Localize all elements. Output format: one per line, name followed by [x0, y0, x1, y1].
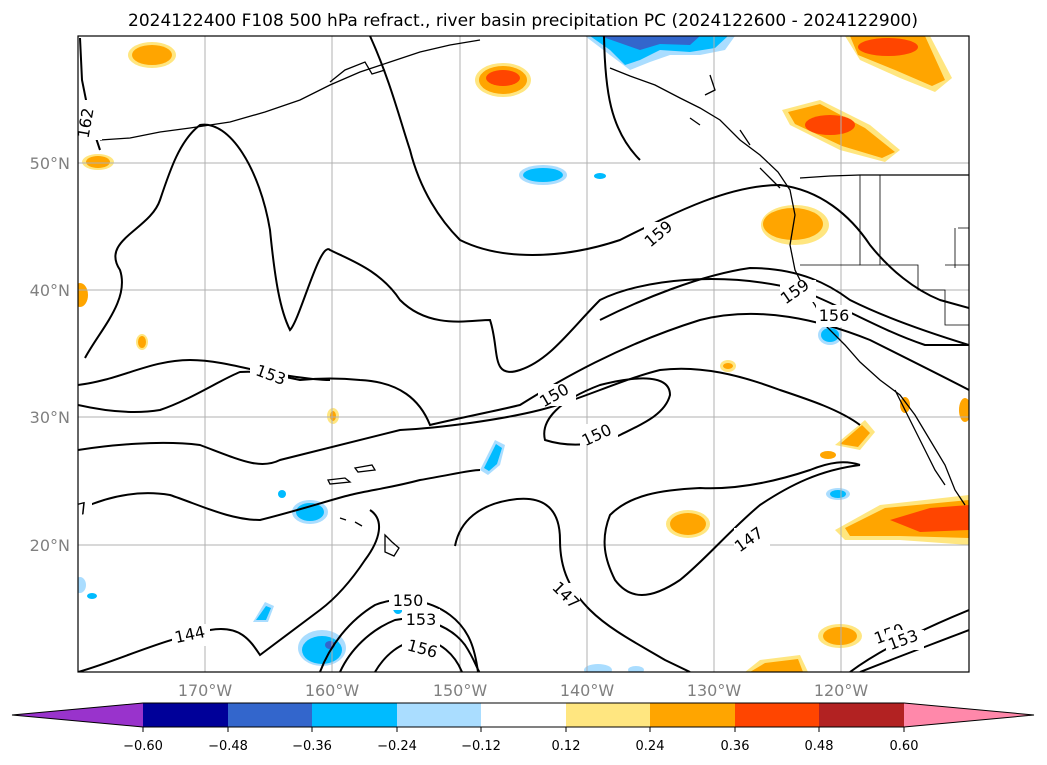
lat-label-40n: 40°N — [30, 281, 70, 300]
lon-label-160w: 160°W — [305, 681, 360, 700]
colorbar-tick-label: 0.36 — [721, 739, 750, 754]
map-background — [78, 36, 969, 672]
lat-label-50n: 50°N — [30, 154, 70, 173]
lon-label-120w: 120°W — [814, 681, 869, 700]
colorbar-tick-label: −0.12 — [461, 739, 501, 754]
colorbar-tick-label: 0.60 — [890, 739, 919, 754]
colorbar-segment — [397, 703, 481, 727]
contour-147 — [603, 461, 861, 596]
colorbar-segment — [566, 703, 650, 727]
colorbar-tick-label: −0.48 — [208, 739, 248, 754]
contour-144 — [78, 509, 380, 672]
graticule — [78, 36, 969, 672]
colorbar-segment — [481, 703, 566, 727]
colorbar: −0.60 −0.48 −0.36 −0.24 −0.12 0.12 0.24 … — [11, 702, 1035, 754]
contour-156 — [84, 123, 969, 373]
colorbar-tick-label: 0.12 — [552, 739, 581, 754]
contour-label: 150 — [393, 591, 424, 610]
colorbar-segment — [819, 703, 904, 727]
colorbar-segment — [228, 703, 312, 727]
contour-label: 153 — [406, 610, 437, 629]
contour-159-north — [369, 36, 969, 309]
lon-label-150w: 150°W — [433, 681, 488, 700]
negative-anomaly-areas — [78, 36, 850, 672]
contour-label: 156 — [819, 306, 850, 325]
colorbar-segment — [143, 703, 228, 727]
lon-label-140w: 140°W — [560, 681, 615, 700]
north-america-coast — [609, 67, 966, 506]
contour-159-south — [599, 266, 969, 346]
contour-label: 7 — [75, 498, 90, 519]
map-title: 2024122400 F108 500 hPa refract., river … — [128, 11, 918, 31]
colorbar-segment — [650, 703, 735, 727]
colorbar-tick-label: −0.36 — [292, 739, 332, 754]
longitude-labels: 170°W 160°W 150°W 140°W 130°W 120°W — [178, 681, 869, 700]
colorbar-tick-label: −0.24 — [377, 739, 417, 754]
colorbar-segment — [312, 703, 397, 727]
colorbar-segment — [735, 703, 819, 727]
alaska-coast — [99, 39, 481, 141]
coastlines — [99, 39, 969, 557]
colorbar-tick-label: 0.24 — [636, 739, 665, 754]
colorbar-extend-low — [12, 703, 143, 727]
map-panel: 162 159 159 156 153 150 150 147 147 150 … — [74, 35, 970, 673]
colorbar-tick-label: 0.48 — [805, 739, 834, 754]
contour-150 — [78, 367, 861, 466]
lat-label-20n: 20°N — [30, 536, 70, 555]
lat-label-30n: 30°N — [30, 408, 70, 427]
lon-label-130w: 130°W — [687, 681, 742, 700]
colorbar-extend-high — [904, 703, 1034, 727]
lon-label-170w: 170°W — [178, 681, 233, 700]
baja-coast — [894, 389, 946, 486]
latitude-labels: 50°N 40°N 30°N 20°N — [30, 154, 70, 555]
contour-labels: 162 159 159 156 153 150 150 147 147 150 … — [74, 100, 924, 662]
map-frame — [77, 35, 970, 673]
hawaii-big-island — [384, 533, 400, 557]
colorbar-tick-label: −0.60 — [123, 739, 163, 754]
